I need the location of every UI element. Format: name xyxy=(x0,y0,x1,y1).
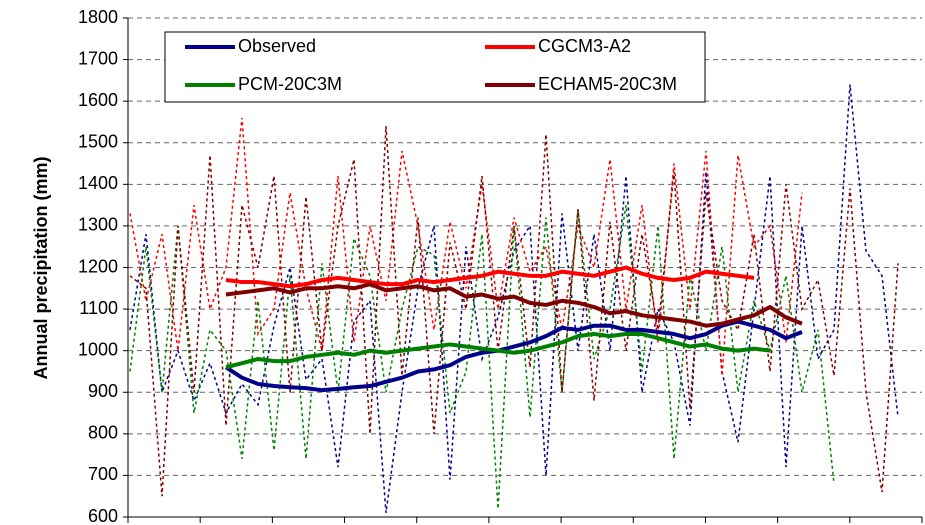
y-tick-label: 1700 xyxy=(78,48,118,68)
legend-label: CGCM3-A2 xyxy=(538,36,631,56)
y-tick-label: 800 xyxy=(88,423,118,443)
y-tick-label: 1300 xyxy=(78,215,118,235)
y-axis-label: Annual precipitation (mm) xyxy=(31,156,51,379)
y-tick-label: 1100 xyxy=(79,298,118,318)
legend-label: ECHAM5-20C3M xyxy=(538,74,677,94)
lines xyxy=(129,84,899,513)
annual-line xyxy=(129,84,899,513)
y-tick-label: 1500 xyxy=(78,132,118,152)
smoothed-line xyxy=(225,282,803,328)
y-tick-label: 1400 xyxy=(78,173,118,193)
y-tick-label: 900 xyxy=(88,381,118,401)
annual-line xyxy=(129,205,835,509)
smoothed-line xyxy=(225,265,755,289)
y-tick-label: 1200 xyxy=(78,256,118,276)
grid xyxy=(123,17,922,518)
y-tick-label: 1000 xyxy=(78,339,118,359)
x-ticks xyxy=(127,517,923,523)
smoothed-line xyxy=(224,319,803,393)
annual-line xyxy=(129,126,899,497)
legend-items: Observed CGCM3-A2 PCM-20C3M ECHAM5-20C3M xyxy=(185,36,677,94)
legend xyxy=(164,31,706,103)
y-tick-label: 1600 xyxy=(78,90,118,110)
legend-label: Observed xyxy=(238,36,316,56)
smoothed-line xyxy=(225,332,771,370)
y-tick-label: 1800 xyxy=(78,7,118,27)
y-tick-label: 700 xyxy=(88,464,118,484)
annual-line xyxy=(129,117,803,376)
y-tick-label: 600 xyxy=(88,506,118,525)
legend-label: PCM-20C3M xyxy=(238,74,342,94)
